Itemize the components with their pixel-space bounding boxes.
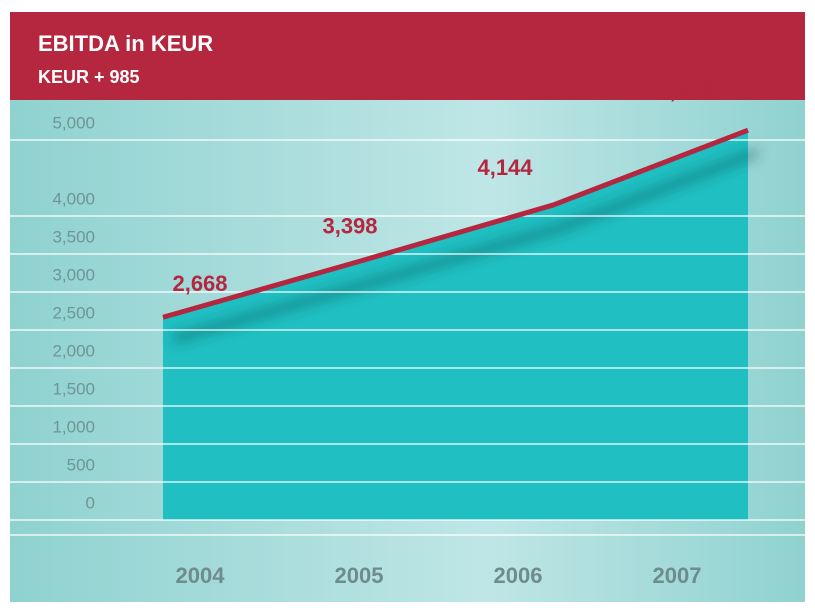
chart-title: EBITDA in KEUR bbox=[38, 31, 213, 56]
y-tick-label: 0 bbox=[86, 493, 95, 512]
value-label: 2,668 bbox=[172, 271, 227, 296]
value-label: 5,129 bbox=[657, 78, 712, 103]
y-tick-label: 1,000 bbox=[52, 417, 95, 436]
area bbox=[163, 130, 748, 521]
y-tick-label: 2,500 bbox=[52, 303, 95, 322]
header bbox=[10, 12, 805, 100]
chart-subtitle: KEUR + 985 bbox=[38, 67, 140, 87]
y-tick-label: 3,000 bbox=[52, 265, 95, 284]
value-label: 4,144 bbox=[477, 155, 533, 180]
y-tick-label: 3,500 bbox=[52, 227, 95, 246]
y-tick-label: 1,500 bbox=[52, 379, 95, 398]
x-tick-label: 2005 bbox=[335, 563, 384, 588]
y-tick-label: 2,000 bbox=[52, 341, 95, 360]
y-tick-label: 500 bbox=[67, 455, 95, 474]
x-tick-label: 2004 bbox=[176, 563, 226, 588]
value-label: 3,398 bbox=[322, 214, 377, 239]
x-tick-label: 2006 bbox=[494, 563, 543, 588]
y-tick-label: 4,000 bbox=[52, 189, 95, 208]
x-tick-label: 2007 bbox=[653, 563, 702, 588]
line bbox=[162, 127, 749, 320]
y-tick-label: 5,000 bbox=[52, 113, 95, 132]
line-shadow bbox=[171, 147, 760, 345]
